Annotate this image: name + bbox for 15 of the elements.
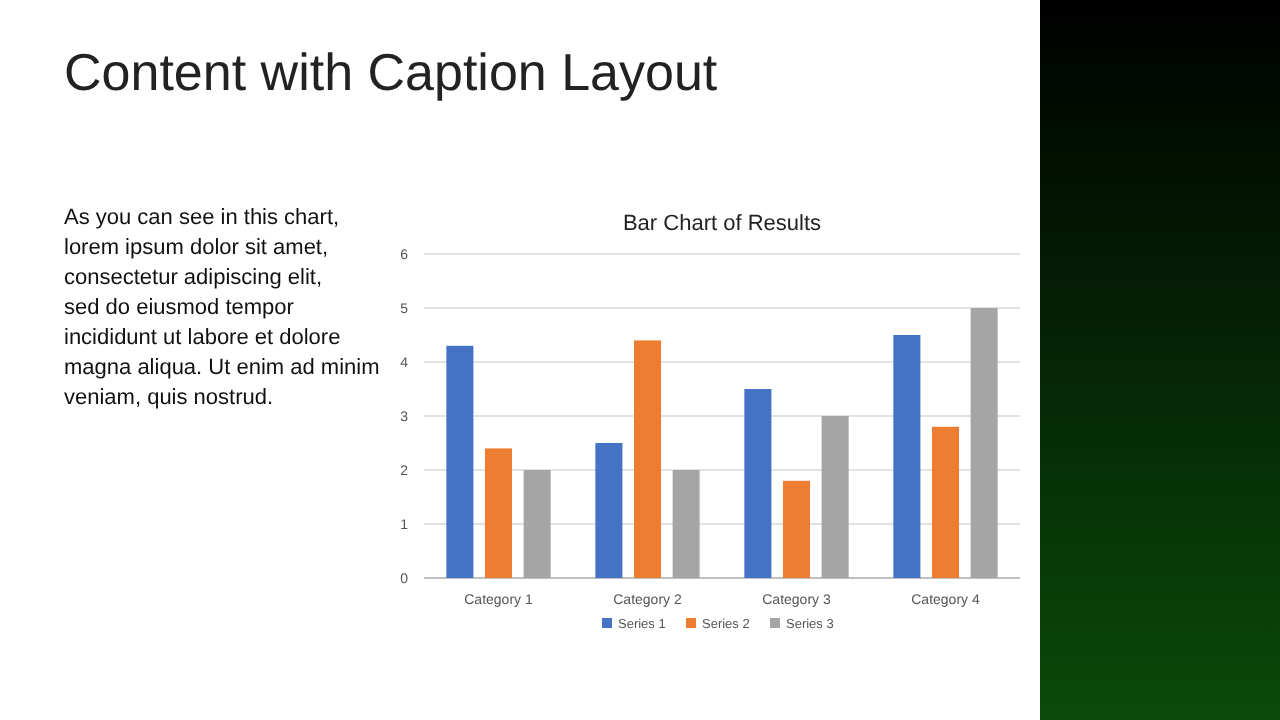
bar (446, 345, 474, 578)
bar (595, 443, 623, 578)
bar (484, 448, 513, 578)
bar (931, 426, 960, 578)
bar (672, 470, 700, 578)
bar (970, 308, 998, 578)
bar (744, 389, 772, 578)
bar (633, 340, 662, 578)
bar (893, 335, 921, 578)
bar (782, 480, 811, 578)
bar (523, 470, 551, 578)
bar (821, 416, 849, 578)
text: As you can see in this chart, lorem ipsum dolor sit amet, consectetur adipiscing elit, sed do eiusmod tempor incididunt ut labore et dolore magna aliqua. Ut enim ad minim veniam, quis nostrud. (64, 206, 380, 410)
chart-subtitle: Bar Chart of Results (622, 212, 823, 236)
chart-title: Content with Caption Layout (64, 42, 719, 102)
